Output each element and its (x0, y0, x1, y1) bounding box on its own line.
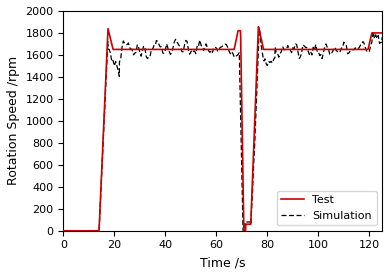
Simulation (257, 28, 262, 31)
Test (256, 25, 261, 28)
Simulation (371, 30, 375, 33)
Simulation (371, 31, 375, 34)
Test (61, 229, 66, 232)
Simulation (380, 36, 384, 39)
Simulation (208, 51, 212, 54)
Test (370, 31, 375, 34)
Simulation (61, 229, 66, 232)
Simulation (312, 48, 317, 51)
Y-axis label: Rotation Speed /rpm: Rotation Speed /rpm (7, 56, 20, 185)
Simulation (77, 229, 82, 232)
Test (380, 31, 384, 34)
Simulation (216, 49, 221, 52)
Simulation (97, 229, 102, 233)
Test (216, 48, 221, 51)
Test (371, 31, 375, 34)
X-axis label: Time /s: Time /s (200, 256, 245, 269)
Legend: Test, Simulation: Test, Simulation (277, 191, 377, 225)
Line: Test: Test (63, 27, 382, 231)
Test (208, 48, 212, 51)
Test (312, 48, 317, 51)
Test (77, 229, 82, 232)
Line: Simulation: Simulation (63, 30, 382, 231)
